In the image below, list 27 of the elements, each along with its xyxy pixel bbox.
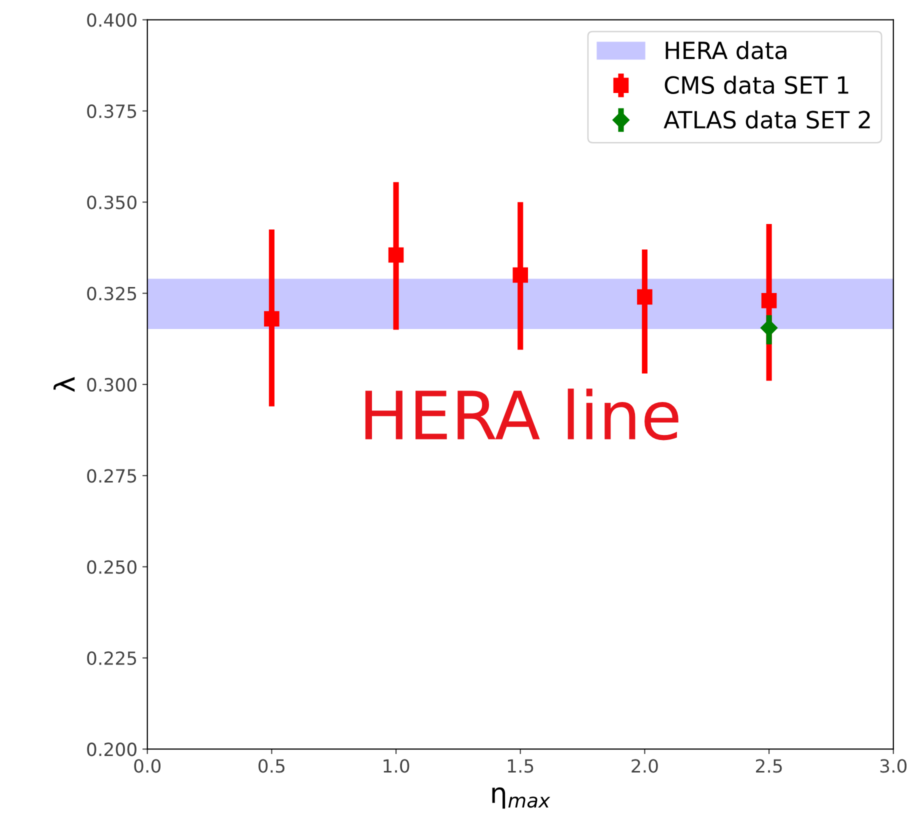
- point: [512, 267, 528, 283]
- y-tick-label: 0.375: [87, 104, 136, 118]
- y-axis-title: λ: [54, 377, 75, 392]
- legend-label: ATLAS data SET 2: [664, 110, 870, 129]
- y-tick-label: 0.325: [87, 286, 136, 300]
- y-tick-label: 0.250: [87, 560, 136, 574]
- y-tick-label: 0.225: [87, 651, 136, 666]
- legend-label: HERA data: [666, 41, 786, 60]
- legend-label: CMS data SET 1: [664, 76, 848, 94]
- point: [264, 311, 280, 326]
- x-tick-label: 2.0: [632, 759, 658, 773]
- y-tick-label: 0.300: [87, 378, 136, 392]
- annotation: HERA line: [365, 388, 678, 440]
- x-tick-label: 2.5: [756, 759, 782, 773]
- x-tick-label: 1.0: [384, 759, 410, 773]
- x-tick-label: 1.5: [508, 759, 534, 773]
- y-tick-label: 0.350: [87, 196, 136, 210]
- point: [388, 247, 404, 263]
- x-axis-title: η$_{max}$: [492, 787, 550, 809]
- y-tick-label: 0.200: [87, 742, 136, 756]
- point: [761, 292, 777, 308]
- x-tick-label: 3.0: [880, 759, 907, 773]
- point: [637, 289, 652, 305]
- x-tick-label: 0.0: [134, 759, 161, 773]
- y-tick-label: 0.275: [87, 469, 136, 483]
- y-tick-label: 0.400: [87, 13, 136, 27]
- x-tick-label: 0.5: [258, 759, 284, 773]
